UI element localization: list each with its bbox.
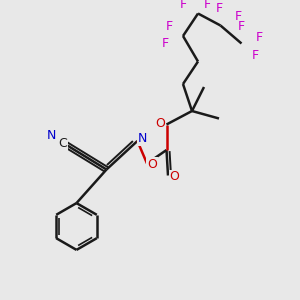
Text: C: C — [58, 137, 68, 150]
Text: F: F — [166, 20, 173, 34]
Text: O: O — [147, 158, 157, 171]
Text: N: N — [47, 129, 56, 142]
Text: F: F — [238, 20, 245, 34]
Text: O: O — [155, 116, 165, 130]
Text: F: F — [256, 31, 263, 44]
Text: F: F — [215, 2, 223, 16]
Text: O: O — [170, 170, 179, 184]
Text: F: F — [203, 0, 211, 11]
Text: F: F — [251, 49, 259, 62]
Text: N: N — [138, 132, 148, 146]
Text: F: F — [179, 0, 187, 11]
Text: F: F — [235, 10, 242, 23]
Text: F: F — [161, 37, 169, 50]
